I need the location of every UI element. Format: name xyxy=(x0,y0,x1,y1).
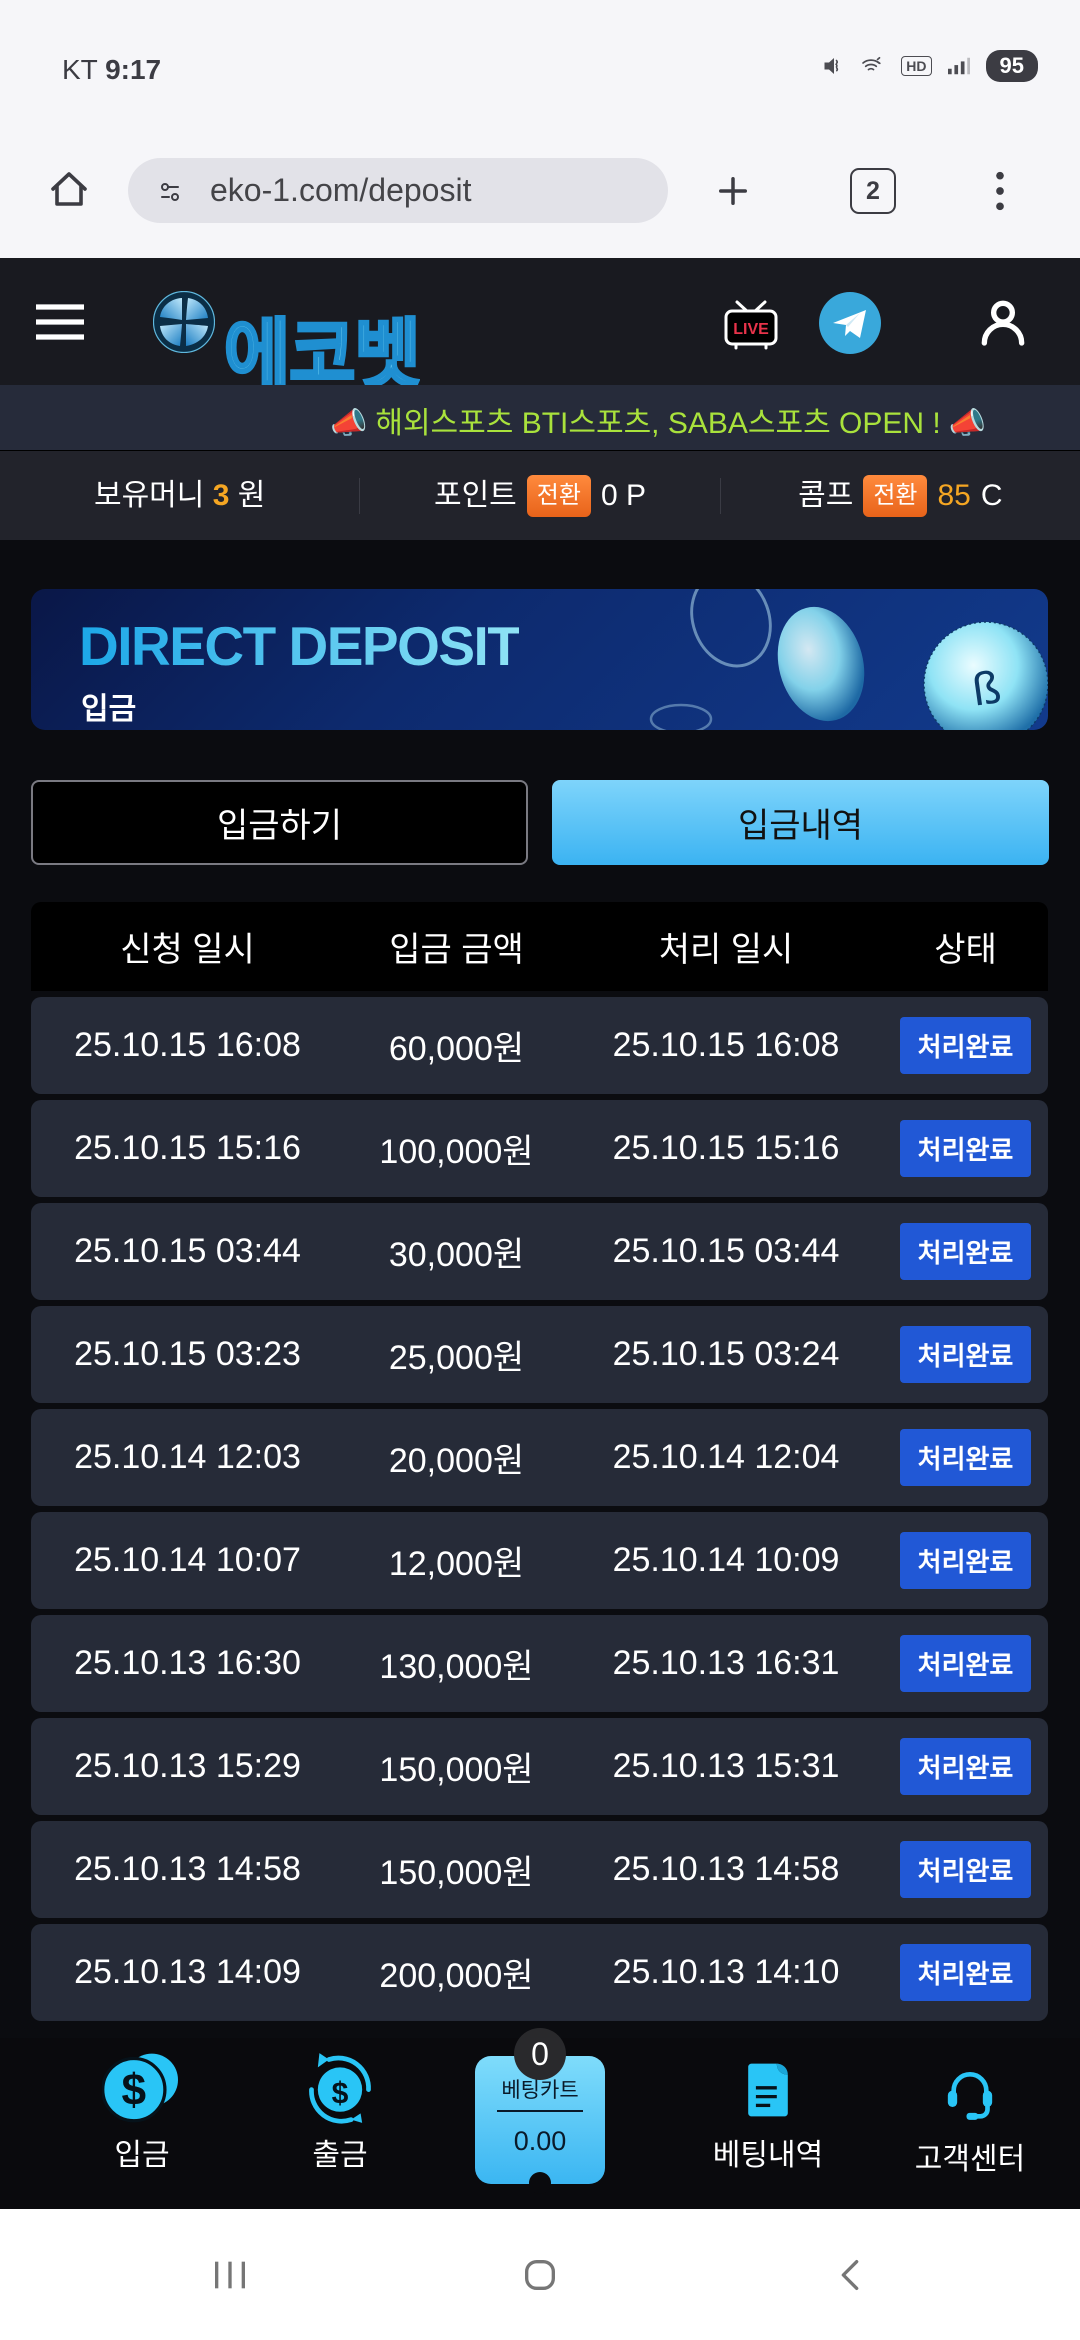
svg-text:LIVE: LIVE xyxy=(733,321,769,338)
svg-text:$: $ xyxy=(332,2077,349,2110)
svg-text:$: $ xyxy=(122,2065,147,2114)
